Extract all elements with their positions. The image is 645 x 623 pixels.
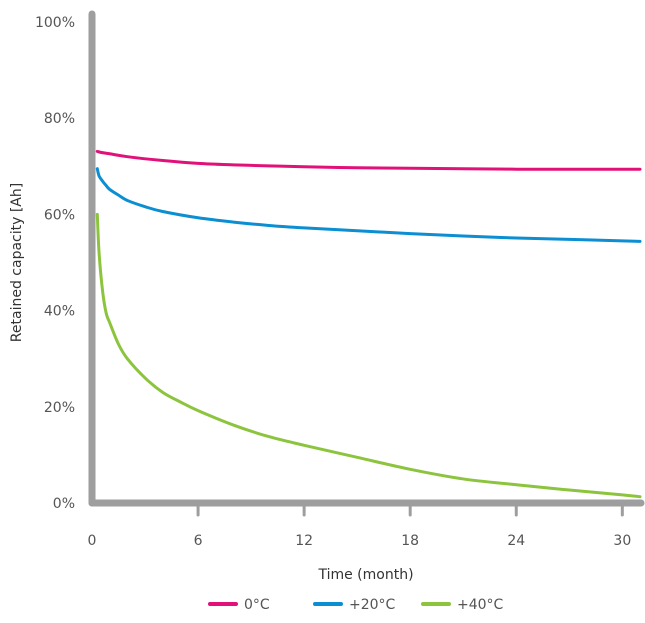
legend-label: 0°C xyxy=(244,597,270,613)
x-tick-label: 24 xyxy=(507,533,525,549)
series-line-0 xyxy=(95,149,642,171)
y-tick-label: 80% xyxy=(44,111,75,127)
x-tick-label: 30 xyxy=(613,533,631,549)
y-tick-label: 40% xyxy=(44,304,75,320)
legend-label: +40°C xyxy=(457,597,504,613)
x-tick-label: 18 xyxy=(401,533,419,549)
tick-labels: 0 6 12 18 24 30 0% 20% 40% 60% 80% 100% xyxy=(35,15,631,549)
y-tick-label: 0% xyxy=(53,496,75,512)
series-line-2 xyxy=(95,212,642,499)
x-tick-label: 6 xyxy=(194,533,203,549)
legend-item-2: +40°C xyxy=(421,597,504,613)
y-tick-label: 100% xyxy=(35,15,75,31)
legend: 0°C +20°C +40°C xyxy=(208,597,504,613)
x-tick-label: 12 xyxy=(295,533,313,549)
y-tick-label: 20% xyxy=(44,400,75,416)
y-axis-title: Retained capacity [Ah] xyxy=(9,183,25,342)
x-axis-title: Time (month) xyxy=(317,567,413,583)
x-tick-label: 0 xyxy=(88,533,97,549)
y-tick-label: 60% xyxy=(44,207,75,223)
plot-area xyxy=(95,149,642,499)
legend-label: +20°C xyxy=(349,597,396,613)
legend-item-1: +20°C xyxy=(313,597,396,613)
legend-item-0: 0°C xyxy=(208,597,270,613)
axes xyxy=(88,10,645,517)
series-line-1 xyxy=(95,167,642,243)
